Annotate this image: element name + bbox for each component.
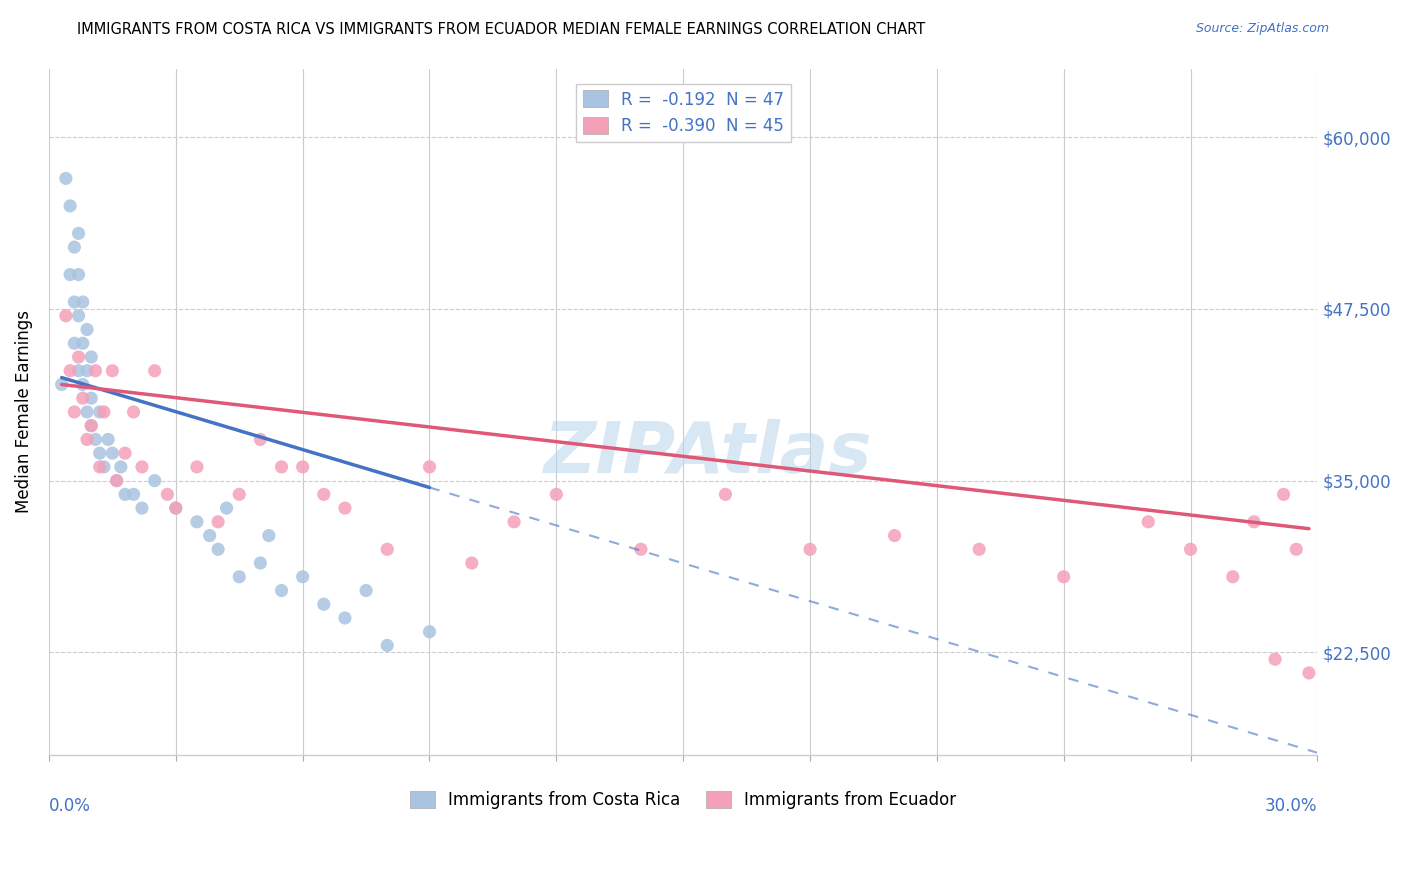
Point (312, 487, 335, 501)
Point (114, 487, 136, 501)
Point (186, 459, 208, 474)
Point (249, 556, 271, 570)
Point (67, 364, 90, 378)
Point (80, 418, 103, 433)
Point (1272, 487, 1295, 501)
Point (228, 570, 250, 584)
Point (883, 528, 905, 542)
Point (165, 501, 187, 516)
Point (76, 322, 98, 336)
Point (122, 487, 145, 501)
Point (67, 309, 90, 323)
Point (291, 570, 314, 584)
Point (333, 501, 356, 516)
Text: 0.0%: 0.0% (49, 797, 91, 814)
Point (80, 350, 103, 364)
Point (97, 433, 120, 447)
Point (354, 583, 377, 598)
Point (59, 199, 82, 213)
Point (461, 556, 484, 570)
Point (207, 542, 229, 557)
Point (105, 474, 128, 488)
Point (72, 377, 94, 392)
Point (72, 336, 94, 351)
Point (1137, 515, 1160, 529)
Point (546, 487, 568, 501)
Point (228, 487, 250, 501)
Point (207, 515, 229, 529)
Point (89, 446, 111, 460)
Point (198, 528, 221, 542)
Point (312, 597, 335, 611)
Point (76, 433, 98, 447)
Point (131, 459, 153, 474)
Point (1180, 542, 1202, 557)
Point (270, 583, 292, 598)
Point (215, 501, 238, 516)
Point (418, 624, 440, 639)
Point (143, 474, 166, 488)
Point (51, 377, 73, 392)
Point (63, 240, 86, 254)
Text: IMMIGRANTS FROM COSTA RICA VS IMMIGRANTS FROM ECUADOR MEDIAN FEMALE EARNINGS COR: IMMIGRANTS FROM COSTA RICA VS IMMIGRANTS… (77, 22, 925, 37)
Point (156, 487, 179, 501)
Point (143, 364, 166, 378)
Point (714, 487, 737, 501)
Point (59, 364, 82, 378)
Point (110, 459, 132, 474)
Point (76, 364, 98, 378)
Point (1243, 515, 1265, 529)
Legend: R =  -0.192  N = 47, R =  -0.390  N = 45: R = -0.192 N = 47, R = -0.390 N = 45 (576, 84, 790, 142)
Point (105, 474, 128, 488)
Point (1285, 542, 1308, 557)
Point (249, 433, 271, 447)
Point (89, 405, 111, 419)
Point (186, 515, 208, 529)
Text: Source: ZipAtlas.com: Source: ZipAtlas.com (1195, 22, 1329, 36)
Point (84, 433, 107, 447)
Point (270, 459, 292, 474)
Point (84, 364, 107, 378)
Point (55, 171, 77, 186)
Point (72, 295, 94, 310)
Point (375, 639, 398, 653)
Text: ZIPAtlas: ZIPAtlas (544, 418, 873, 488)
Point (76, 405, 98, 419)
Point (122, 405, 145, 419)
Point (418, 459, 440, 474)
Point (630, 542, 652, 557)
Point (93, 405, 115, 419)
Point (1053, 570, 1076, 584)
Point (80, 418, 103, 433)
Point (101, 364, 124, 378)
Y-axis label: Median Female Earnings: Median Female Earnings (15, 310, 32, 514)
Point (63, 405, 86, 419)
Point (67, 350, 90, 364)
Point (1222, 570, 1244, 584)
Point (72, 391, 94, 405)
Point (503, 515, 526, 529)
Point (67, 268, 90, 282)
Point (114, 446, 136, 460)
Point (799, 542, 821, 557)
Point (1264, 652, 1286, 666)
Point (967, 542, 990, 557)
Text: 30.0%: 30.0% (1265, 797, 1317, 814)
Point (80, 391, 103, 405)
Point (59, 268, 82, 282)
Point (257, 528, 280, 542)
Point (63, 336, 86, 351)
Point (131, 501, 153, 516)
Point (67, 227, 90, 241)
Point (101, 446, 124, 460)
Point (63, 295, 86, 310)
Point (55, 309, 77, 323)
Point (333, 611, 356, 625)
Point (1298, 665, 1320, 680)
Point (165, 501, 187, 516)
Point (291, 459, 314, 474)
Point (375, 542, 398, 557)
Point (89, 459, 111, 474)
Point (93, 459, 115, 474)
